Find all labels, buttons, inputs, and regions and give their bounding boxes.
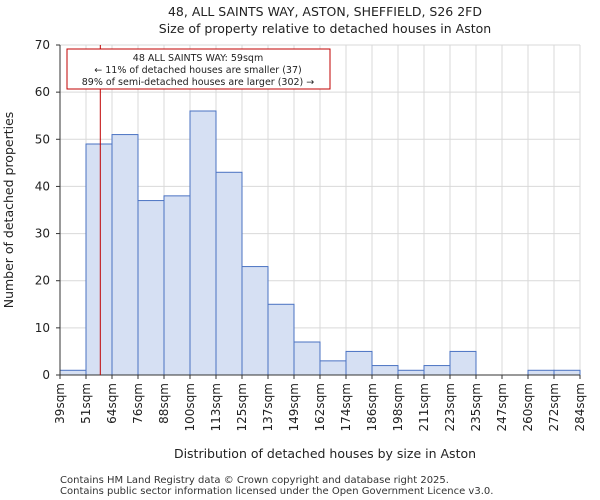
x-tick-label: 211sqm (417, 383, 431, 431)
bar (345, 350, 373, 376)
x-tick-label: 272sqm (547, 383, 561, 431)
bar (397, 369, 425, 376)
x-tick-label: 76sqm (131, 383, 145, 424)
annotation-box: 48 ALL SAINTS WAY: 59sqm ← 11% of detach… (66, 48, 331, 90)
bar (293, 341, 321, 376)
bar (267, 303, 295, 376)
x-tick-label: 284sqm (573, 383, 587, 431)
x-tick-label: 113sqm (209, 383, 223, 431)
x-tick-label: 174sqm (339, 383, 353, 431)
y-tick-label: 60 (35, 85, 50, 99)
bar (527, 369, 555, 376)
bar (215, 171, 243, 376)
bar (449, 350, 477, 376)
x-tick-label: 235sqm (469, 383, 483, 431)
x-tick-label: 247sqm (495, 383, 509, 431)
bar (59, 369, 87, 376)
y-tick-label: 40 (35, 179, 50, 193)
x-tick-label: 260sqm (521, 383, 535, 431)
chart-subtitle: Size of property relative to detached ho… (159, 21, 491, 36)
bar (319, 360, 347, 376)
y-tick-label: 30 (35, 227, 50, 241)
y-tick-label: 20 (35, 274, 50, 288)
footer-line-2: Contains public sector information licen… (60, 486, 493, 497)
x-tick-label: 223sqm (443, 383, 457, 431)
y-tick-label: 0 (42, 368, 50, 382)
x-tick-label: 186sqm (365, 383, 379, 431)
bar (111, 134, 139, 376)
y-tick-label: 50 (35, 132, 50, 146)
footer-line-1: Contains HM Land Registry data © Crown c… (60, 475, 449, 486)
x-tick-label: 51sqm (79, 383, 93, 424)
annotation-line-1: 48 ALL SAINTS WAY: 59sqm (133, 53, 263, 64)
bar (137, 200, 165, 376)
annotation-line-2: ← 11% of detached houses are smaller (37… (94, 65, 301, 76)
x-tick-label: 149sqm (287, 383, 301, 431)
x-tick-label: 137sqm (261, 383, 275, 431)
bar (423, 365, 451, 376)
x-tick-label: 64sqm (105, 383, 119, 424)
x-tick-label: 125sqm (235, 383, 249, 431)
annotation-border (66, 48, 331, 90)
y-axis-label: Number of detached properties (1, 112, 16, 309)
annotation-line-3: 89% of semi-detached houses are larger (… (82, 77, 315, 88)
x-tick-label: 198sqm (391, 383, 405, 431)
bars (59, 110, 581, 376)
y-tick-label: 10 (35, 321, 50, 335)
bar (371, 365, 399, 376)
bar (163, 195, 191, 376)
x-tick-label: 39sqm (53, 383, 67, 424)
bar (241, 266, 269, 376)
y-tick-labels: 0 10 20 30 40 50 60 70 (35, 38, 60, 382)
x-tick-label: 162sqm (313, 383, 327, 431)
bar (553, 369, 581, 376)
bar (189, 110, 217, 376)
x-tick-labels: 39sqm 51sqm 64sqm 76sqm 88sqm 100sqm 113sqm 125… (53, 375, 587, 431)
bar (85, 143, 113, 376)
x-tick-label: 100sqm (183, 383, 197, 431)
x-tick-label: 88sqm (157, 383, 171, 424)
chart-title: 48, ALL SAINTS WAY, ASTON, SHEFFIELD, S2… (168, 4, 482, 19)
y-tick-label: 70 (35, 38, 50, 52)
x-axis-label: Distribution of detached houses by size … (174, 446, 476, 461)
